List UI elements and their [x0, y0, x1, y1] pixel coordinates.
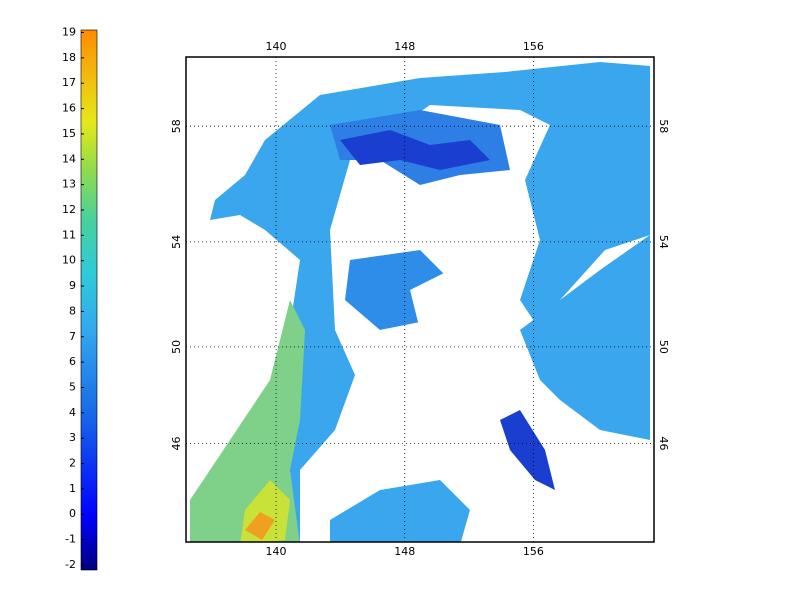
- map-frame: [185, 56, 655, 543]
- colorbar-tick-label: 4: [69, 406, 76, 419]
- y-tick-label: 50: [657, 340, 670, 354]
- y-tick-label: 46: [170, 436, 183, 450]
- colorbar-tick-label: 16: [62, 102, 76, 115]
- colorbar-tick-label: 10: [62, 254, 76, 267]
- colorbar-tick-label: 11: [62, 228, 76, 241]
- colorbar-tick-label: 19: [62, 26, 76, 39]
- y-tick-label: 50: [170, 340, 183, 354]
- colorbar-tick-label: 0: [69, 507, 76, 520]
- colorbar-tick-label: 12: [62, 203, 76, 216]
- x-tick-label: 156: [523, 40, 544, 53]
- x-tick-label: 148: [394, 545, 415, 558]
- colorbar: [80, 29, 98, 571]
- colorbar-tick-label: 2: [69, 457, 76, 470]
- colorbar-tick-label: -1: [65, 533, 76, 546]
- colorbar-tick-label: 17: [62, 76, 76, 89]
- colorbar-tick-label: 9: [69, 279, 76, 292]
- x-tick-label: 148: [394, 40, 415, 53]
- y-tick-label: 58: [170, 119, 183, 133]
- sst-field: [190, 62, 650, 542]
- colorbar-tick-label: 5: [69, 380, 76, 393]
- x-tick-label: 140: [266, 40, 287, 53]
- colorbar-tick-label: 14: [62, 152, 76, 165]
- colorbar-tick-label: 6: [69, 355, 76, 368]
- x-tick-label: 140: [266, 545, 287, 558]
- y-tick-label: 54: [170, 235, 183, 249]
- colorbar-tick-label: 1: [69, 482, 76, 495]
- colorbar-tick-label: 3: [69, 431, 76, 444]
- colorbar-tick-label: 8: [69, 304, 76, 317]
- x-tick-label: 156: [523, 545, 544, 558]
- y-tick-label: 54: [657, 235, 670, 249]
- colorbar-tick-label: -2: [65, 558, 76, 571]
- colorbar-tick-label: 13: [62, 178, 76, 191]
- y-tick-label: 58: [657, 119, 670, 133]
- colorbar-tick-label: 15: [62, 127, 76, 140]
- colorbar-tick-label: 7: [69, 330, 76, 343]
- y-tick-label: 46: [657, 436, 670, 450]
- colorbar-tick-label: 18: [62, 51, 76, 64]
